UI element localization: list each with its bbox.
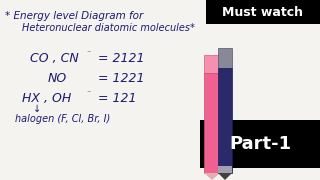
Text: Must watch: Must watch: [222, 6, 303, 19]
Text: halogen (F, Cl, Br, I): halogen (F, Cl, Br, I): [15, 114, 110, 124]
Text: CO , CN: CO , CN: [30, 52, 79, 65]
Text: Heteronuclear diatomic molecules*: Heteronuclear diatomic molecules*: [22, 23, 195, 33]
Text: = 1221: = 1221: [98, 72, 145, 85]
Bar: [218, 48, 232, 68]
Bar: [200, 120, 320, 168]
Bar: [204, 73, 220, 173]
Polygon shape: [218, 173, 232, 180]
Text: ⁻: ⁻: [86, 88, 90, 97]
Text: = 121: = 121: [98, 92, 137, 105]
Bar: [204, 55, 220, 73]
Text: NO: NO: [48, 72, 67, 85]
Bar: [218, 68, 232, 173]
Text: ↓: ↓: [33, 104, 41, 114]
Polygon shape: [204, 173, 220, 180]
Text: * Energy level Diagram for: * Energy level Diagram for: [5, 11, 143, 21]
Text: = 2121: = 2121: [98, 52, 145, 65]
Text: ⁻: ⁻: [86, 48, 90, 57]
Text: Part-1: Part-1: [229, 135, 291, 153]
Bar: [218, 166, 232, 173]
Bar: [206, 0, 320, 24]
Text: HX , OH: HX , OH: [22, 92, 71, 105]
